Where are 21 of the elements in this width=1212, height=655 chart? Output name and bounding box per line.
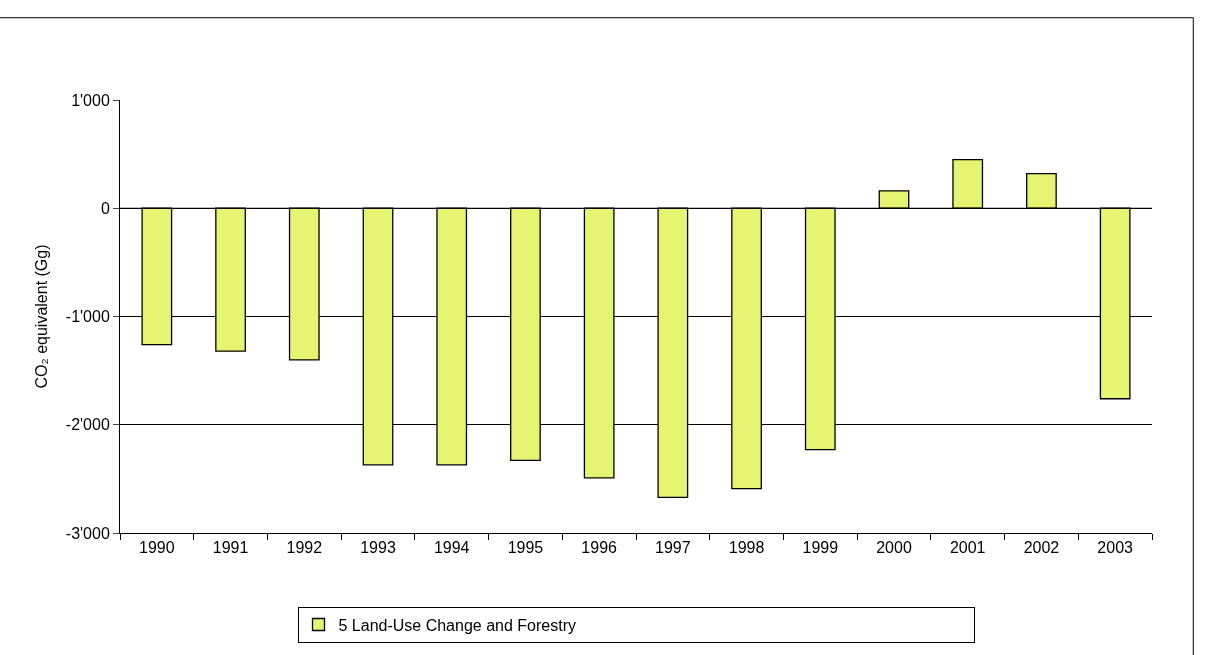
- x-tick-label: 2001: [949, 539, 986, 557]
- x-tick-label: 1990: [139, 539, 175, 557]
- x-tick-label: 1991: [212, 539, 249, 557]
- x-tick-label: 1994: [433, 539, 470, 557]
- legend-label: 5 Land-Use Change and Forestry: [338, 616, 576, 634]
- x-tick-label: 1997: [655, 539, 691, 557]
- y-tick-label: -1'000: [65, 308, 110, 326]
- x-tick-label: 1996: [581, 539, 618, 557]
- x-tick-label: 1993: [360, 539, 396, 557]
- y-tick-label: -2'000: [65, 416, 110, 434]
- x-tick-label: 2002: [1023, 539, 1060, 557]
- x-tick-label: 2003: [1097, 539, 1134, 557]
- x-tick-label: 1998: [728, 539, 765, 557]
- x-tick-label: 2000: [876, 539, 912, 557]
- y-axis-title: CO₂ equivalent (Gg): [32, 244, 50, 389]
- y-tick-label: 0: [100, 199, 110, 217]
- y-tick-label: 1'000: [71, 91, 110, 109]
- x-tick-label: 1992: [286, 539, 323, 557]
- x-tick-label: 1999: [802, 539, 839, 557]
- x-tick-label: 1995: [507, 539, 544, 557]
- y-tick-label: -3'000: [65, 524, 110, 542]
